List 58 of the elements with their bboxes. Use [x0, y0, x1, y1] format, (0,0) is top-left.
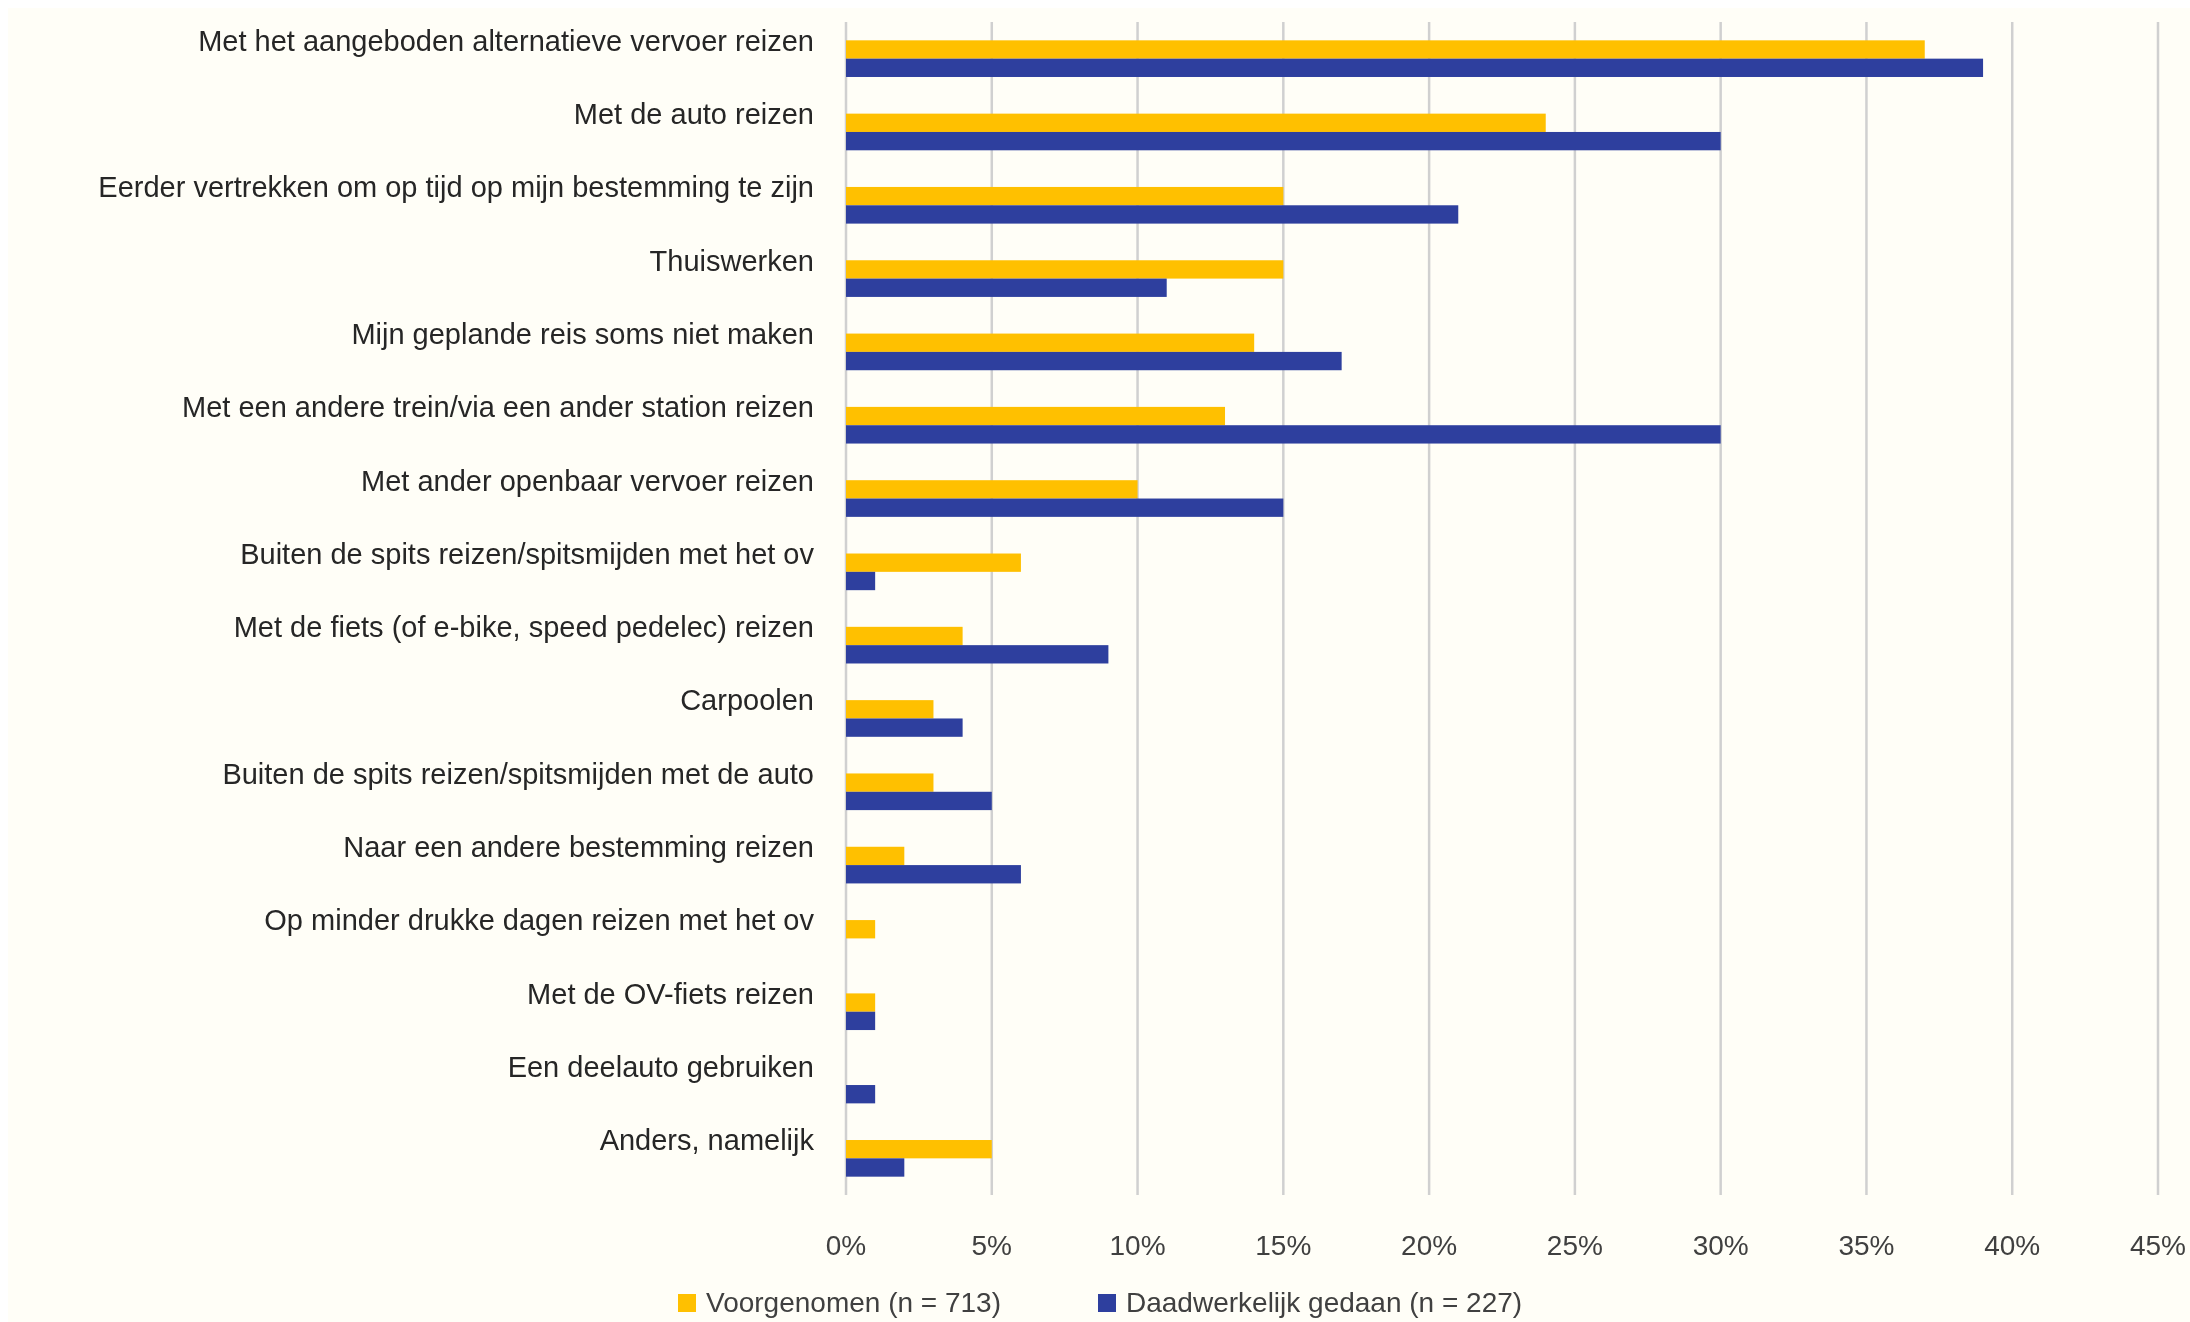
y-tick-label: Met een andere trein/via een ander station reizen [182, 391, 814, 424]
bar [846, 278, 1167, 297]
y-tick-label: Met de fiets (of e-bike, speed pedelec) reizen [233, 611, 814, 644]
bar [846, 58, 1984, 77]
x-tick-label: 45% [2129, 1230, 2187, 1261]
y-tick-label: Met ander openbaar vervoer reizen [361, 464, 814, 497]
x-tick-label: 15% [1255, 1230, 1312, 1261]
bar [846, 718, 963, 737]
bar [846, 920, 876, 939]
bar [846, 186, 1284, 206]
y-tick-label: Buiten de spits reizen/spitsmijden met de auto [222, 757, 814, 790]
y-tick-label: Mijn geplande reis soms niet maken [351, 317, 814, 350]
x-tick-label: 25% [1546, 1230, 1603, 1261]
y-tick-label: Thuiswerken [649, 244, 814, 277]
bar [846, 260, 1284, 279]
bar [846, 571, 876, 591]
bar [846, 1011, 876, 1031]
bar [846, 846, 905, 866]
y-tick-label: Carpoolen [680, 684, 814, 717]
bar [846, 626, 963, 646]
y-tick-label: Op minder drukke dagen reizen met het ov [264, 904, 815, 937]
bar [846, 406, 1226, 426]
x-tick-label: 20% [1401, 1230, 1458, 1261]
bar [846, 1140, 992, 1159]
bar [846, 113, 1546, 132]
legend-label: Voorgenomen (n = 713) [706, 1287, 1001, 1318]
x-tick-label: 30% [1692, 1230, 1749, 1261]
y-tick-label: Naar een andere bestemming reizen [343, 831, 814, 864]
y-tick-label: Een deelauto gebruiken [507, 1051, 814, 1084]
y-tick-label: Met de OV-fiets reizen [527, 977, 814, 1010]
y-tick-label: Buiten de spits reizen/spitsmijden met het ov [240, 537, 815, 570]
bar [846, 205, 1459, 224]
bar [846, 700, 934, 719]
bar [846, 498, 1284, 517]
bar [846, 645, 1109, 664]
y-tick-label: Met het aangeboden alternatieve vervoer reizen [198, 24, 814, 57]
bar [846, 425, 1721, 444]
bar [846, 791, 992, 811]
bar [846, 480, 1138, 499]
bar [846, 1085, 876, 1104]
x-tick-label: 10% [1109, 1230, 1166, 1261]
bar [846, 553, 1021, 572]
bar [846, 351, 1342, 371]
bar [846, 773, 934, 792]
bar [846, 1158, 905, 1177]
x-tick-label: 40% [1984, 1230, 2041, 1261]
y-tick-label: Met de auto reizen [573, 97, 814, 130]
bar [846, 40, 1925, 59]
y-tick-label: Anders, namelijk [599, 1124, 815, 1157]
x-tick-label: 5% [971, 1230, 1013, 1261]
x-tick-label: 0% [825, 1230, 867, 1261]
bar [846, 333, 1255, 352]
bar [846, 865, 1021, 884]
bar [846, 993, 876, 1012]
bar [846, 131, 1721, 151]
y-tick-label: Eerder vertrekken om op tijd op mijn bestemming te zijn [98, 171, 814, 204]
x-tick-label: 35% [1838, 1230, 1895, 1261]
legend-label: Daadwerkelijk gedaan (n = 227) [1126, 1287, 1523, 1318]
